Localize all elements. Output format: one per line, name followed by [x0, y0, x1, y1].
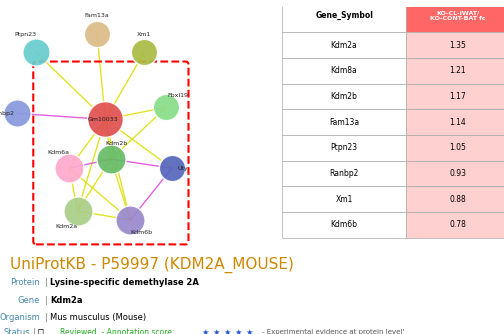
Text: Kdm6b: Kdm6b [331, 220, 358, 229]
FancyBboxPatch shape [282, 84, 406, 109]
Text: Kdm6a: Kdm6a [47, 151, 69, 155]
Text: 1.35: 1.35 [449, 41, 466, 50]
FancyBboxPatch shape [406, 135, 504, 161]
Text: 0.88: 0.88 [449, 195, 466, 204]
Text: Xm1: Xm1 [137, 32, 151, 37]
Text: Xm1: Xm1 [336, 195, 353, 204]
Text: |: | [45, 296, 48, 305]
Text: 0.93: 0.93 [449, 169, 466, 178]
Point [66, 166, 74, 171]
Point [140, 50, 148, 55]
Text: Organism: Organism [0, 313, 40, 322]
Text: Ranbp2: Ranbp2 [0, 111, 15, 116]
Point [101, 117, 109, 122]
Text: Fbxl19: Fbxl19 [167, 93, 188, 98]
Point [168, 166, 176, 171]
Text: 1.14: 1.14 [449, 118, 466, 127]
Text: ★: ★ [213, 328, 220, 334]
FancyBboxPatch shape [406, 84, 504, 109]
Point [13, 111, 21, 116]
Text: ★: ★ [235, 328, 242, 334]
Point [107, 156, 115, 162]
FancyBboxPatch shape [282, 109, 406, 135]
Text: Gene_Symbol: Gene_Symbol [315, 11, 373, 20]
Text: Ptpn23: Ptpn23 [14, 32, 36, 37]
FancyBboxPatch shape [406, 58, 504, 84]
FancyBboxPatch shape [282, 161, 406, 186]
Text: UniProtKB - P59997 (KDM2A_MOUSE): UniProtKB - P59997 (KDM2A_MOUSE) [10, 257, 294, 274]
Text: Kdm2a: Kdm2a [331, 41, 357, 50]
Text: Mus musculus (Mouse): Mus musculus (Mouse) [50, 313, 147, 322]
Text: ★: ★ [246, 328, 254, 334]
Text: 0.78: 0.78 [449, 220, 466, 229]
Text: 1.05: 1.05 [449, 143, 466, 152]
Text: KO-CL-iWAT/
KO-CONT-BAT fc: KO-CL-iWAT/ KO-CONT-BAT fc [430, 10, 485, 21]
Text: |: | [45, 278, 48, 287]
Text: 1.21: 1.21 [449, 66, 466, 75]
FancyBboxPatch shape [406, 212, 504, 238]
Text: |: | [33, 328, 36, 334]
Text: 🟡: 🟡 [38, 327, 44, 334]
Text: Gene: Gene [18, 296, 40, 305]
Text: 1.17: 1.17 [449, 92, 466, 101]
Point [32, 50, 40, 55]
Point [74, 208, 82, 213]
Point [162, 105, 170, 110]
Text: |: | [45, 313, 48, 322]
Point [93, 31, 101, 37]
Text: Fam13a: Fam13a [329, 118, 359, 127]
FancyBboxPatch shape [282, 135, 406, 161]
Text: Ranbp2: Ranbp2 [330, 169, 359, 178]
Text: Status: Status [4, 328, 30, 334]
Text: Uty: Uty [177, 166, 188, 171]
Text: Kdm8a: Kdm8a [331, 66, 357, 75]
Text: - Experimental evidence at protein level': - Experimental evidence at protein level… [262, 329, 404, 334]
FancyBboxPatch shape [282, 212, 406, 238]
FancyBboxPatch shape [406, 109, 504, 135]
FancyBboxPatch shape [406, 0, 504, 32]
Text: ★: ★ [202, 328, 209, 334]
Text: Fam13a: Fam13a [85, 13, 109, 18]
Text: Kdm6b: Kdm6b [131, 230, 152, 235]
Text: Kdm2b: Kdm2b [331, 92, 357, 101]
FancyBboxPatch shape [282, 0, 406, 32]
Text: Gm10033: Gm10033 [87, 117, 118, 122]
FancyBboxPatch shape [406, 32, 504, 58]
Text: Kdm2a: Kdm2a [50, 296, 83, 305]
Text: Kdm2a: Kdm2a [55, 224, 78, 228]
FancyBboxPatch shape [406, 186, 504, 212]
FancyBboxPatch shape [282, 186, 406, 212]
Text: Kdm2b: Kdm2b [105, 141, 128, 146]
Text: ★: ★ [224, 328, 231, 334]
Text: Lysine-specific demethylase 2A: Lysine-specific demethylase 2A [50, 278, 199, 287]
FancyBboxPatch shape [282, 32, 406, 58]
Text: Ptpn23: Ptpn23 [331, 143, 358, 152]
Text: Reviewed  - Annotation score:: Reviewed - Annotation score: [60, 328, 175, 334]
Text: Protein: Protein [11, 278, 40, 287]
FancyBboxPatch shape [282, 58, 406, 84]
Point [126, 217, 134, 223]
FancyBboxPatch shape [406, 161, 504, 186]
